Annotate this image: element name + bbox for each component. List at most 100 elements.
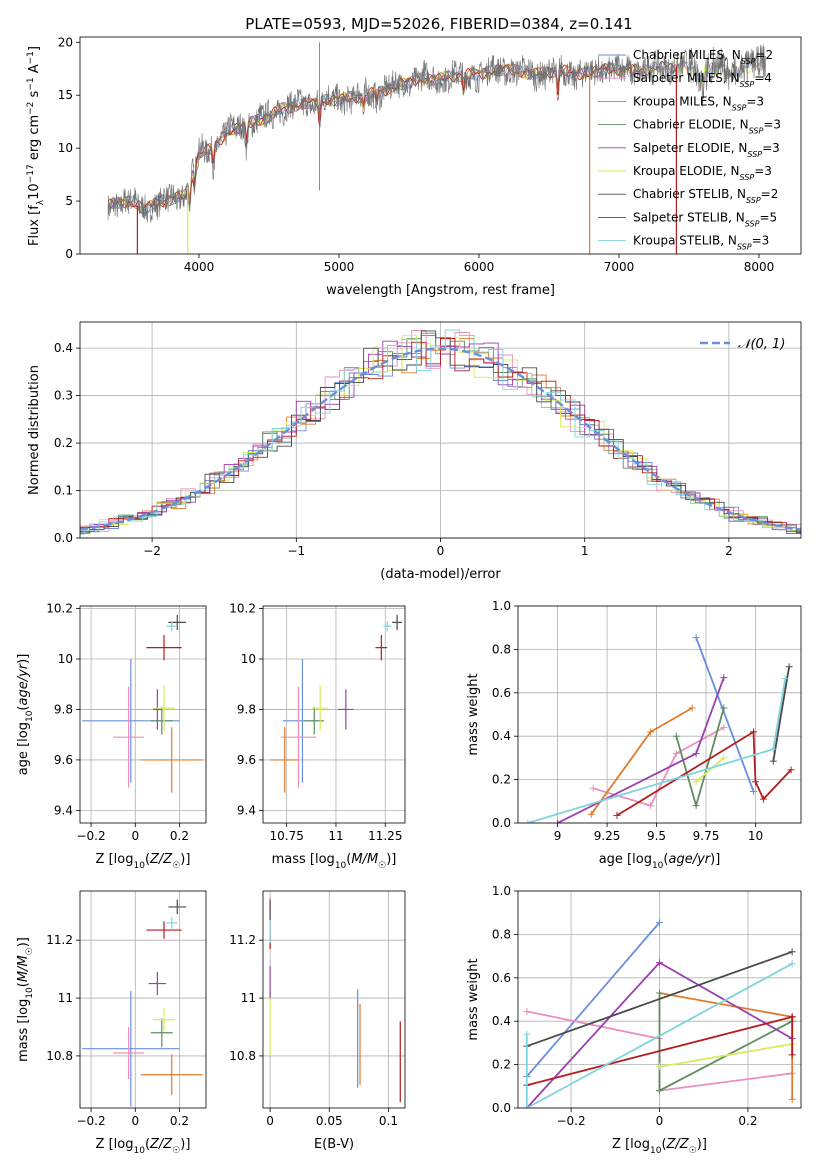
legend-entry-sub: SSP [746, 196, 761, 205]
plot-area-spectrum [107, 42, 767, 254]
legend-entry-sub: SSP [732, 103, 747, 112]
figure-title: PLATE=0593, MJD=52026, FIBERID=0384, z=0… [245, 15, 632, 33]
error-bar-point [113, 1026, 145, 1080]
y-tick-label: 9.4 [54, 803, 73, 817]
y-tick-label: 0.6 [492, 686, 511, 700]
weight-series-line [659, 1043, 793, 1068]
x-tick-label: 0.2 [170, 1114, 189, 1128]
legend-entry: 𝒩(0, 1) [738, 337, 785, 352]
legend-entry-text: Salpeter STELIB, N [633, 210, 745, 224]
x-tick-label: 0.1 [379, 1114, 398, 1128]
error-bar-point [375, 635, 388, 661]
axes-frame [262, 605, 406, 824]
x-tick-label: 5000 [324, 260, 355, 274]
x-tick-label: 10 [748, 829, 763, 843]
y-axis-label: Flux [fλ10−17 erg cm−2 s−1 A−1] [26, 46, 46, 246]
x-tick-label: 0 [266, 1114, 274, 1128]
observed-spectrum-line [107, 44, 766, 223]
y-axis-label-part: A [27, 64, 42, 77]
legend-entry-sub: SSP [740, 80, 755, 89]
x-axis-label-part: Z/Z [666, 1137, 690, 1152]
x-axis-label-part: Z [log [96, 1137, 134, 1152]
x-axis-label: Z [log10(Z/Z☉)] [612, 1137, 707, 1156]
axes-frame [262, 890, 406, 1109]
x-tick-label: −0.2 [556, 1114, 585, 1128]
error-bar-point [304, 706, 325, 735]
x-axis-label-part: Z/Z [149, 1137, 173, 1152]
error-bar-point [337, 689, 354, 730]
plot-area-age_vs_mass [270, 614, 403, 793]
y-axis-label-part: mass [log [16, 999, 31, 1062]
y-tick-label: 10.8 [46, 1049, 73, 1063]
weight-series-line [526, 950, 793, 1048]
error-bar-point [270, 727, 299, 793]
y-tick-label: 0.0 [492, 1101, 511, 1115]
x-tick-label: 6000 [464, 260, 495, 274]
legend-entry-tail: =3 [762, 141, 780, 155]
plot-area-mass_weight_vs_age [524, 633, 795, 823]
legend-entry-text: Chabrier STELIB, N [633, 187, 746, 201]
x-axis-label-part: ( [346, 852, 351, 867]
legend-entry-sub: SSP [741, 57, 756, 66]
y-tick-label: 0.2 [54, 436, 73, 450]
x-tick-label: 9.75 [693, 829, 720, 843]
axes-frame [79, 321, 802, 539]
error-bar-point [152, 1008, 176, 1032]
y-tick-label: 0.2 [492, 1058, 511, 1072]
y-axis-label-part: M/M [16, 955, 31, 982]
y-axis-label-part: age [log [16, 722, 31, 775]
x-axis-label-part: age [log [599, 852, 652, 867]
y-tick-label: 5 [65, 194, 73, 208]
y-tick-label: 0.4 [492, 729, 511, 743]
y-tick-label: 0.4 [492, 1014, 511, 1028]
x-tick-label: 9.5 [647, 829, 666, 843]
legend-entry-text: Chabrier MILES, N [633, 48, 741, 62]
error-bar-point [166, 917, 178, 929]
x-tick-label: 10.75 [269, 829, 303, 843]
legend-entry-text: Salpeter ELODIE, N [633, 141, 747, 155]
axes-frame [79, 605, 207, 824]
y-tick-label: 11 [241, 991, 256, 1005]
legend-entry: Salpeter MILES, NSSP=4 [633, 71, 772, 89]
x-axis-label: wavelength [Angstrom, rest frame] [326, 283, 555, 298]
x-tick-label: 1 [581, 544, 589, 558]
error-bar-point [392, 614, 403, 630]
y-axis-label-part: ☉ [25, 947, 35, 955]
legend-entry-tail: =3 [752, 234, 770, 248]
y-axis-label: mass weight [466, 958, 481, 1040]
axes-spectrum: 4000 5000 6000 7000 8000 0 5 10 15 20 wavelength [… [26, 35, 802, 298]
x-axis-label-part: )] [697, 1137, 707, 1152]
x-tick-label: 0.2 [170, 829, 189, 843]
y-tick-label: 10.2 [46, 602, 73, 616]
y-tick-label: 0.6 [492, 971, 511, 985]
histogram-step [80, 337, 801, 533]
plot-area-residuals [80, 329, 801, 536]
y-axis-label: mass weight [466, 673, 481, 755]
y-tick-label: 10 [58, 652, 73, 666]
weight-series-line [592, 726, 725, 807]
axes-frame [517, 605, 802, 824]
x-axis-label-part: ☉ [172, 861, 180, 871]
y-tick-label: 20 [58, 35, 73, 49]
x-tick-label: 9.25 [594, 829, 621, 843]
plot-area-mass_weight_vs_Z [523, 918, 796, 1108]
x-tick-label: 11 [328, 829, 343, 843]
y-tick-label: 0.3 [54, 389, 73, 403]
weight-series-line [695, 637, 755, 792]
x-axis-label-part: M/M [351, 852, 378, 867]
error-bar-point [152, 689, 162, 730]
x-tick-label: 8000 [744, 260, 775, 274]
y-axis-label-part: λ [36, 199, 46, 205]
legend-entry: Kroupa MILES, NSSP=3 [633, 94, 764, 112]
histogram-step [80, 335, 801, 531]
histogram-step [80, 329, 801, 535]
x-tick-label: 0 [131, 1114, 139, 1128]
x-axis-label-part: 10 [335, 861, 347, 871]
error-bar-point [146, 921, 182, 939]
y-tick-label: 11 [58, 991, 73, 1005]
y-axis-label-part: 10 [27, 183, 42, 200]
y-axis-label-part: −17 [26, 164, 36, 183]
y-tick-label: 0.0 [492, 816, 511, 830]
axes-frame [517, 890, 802, 1109]
